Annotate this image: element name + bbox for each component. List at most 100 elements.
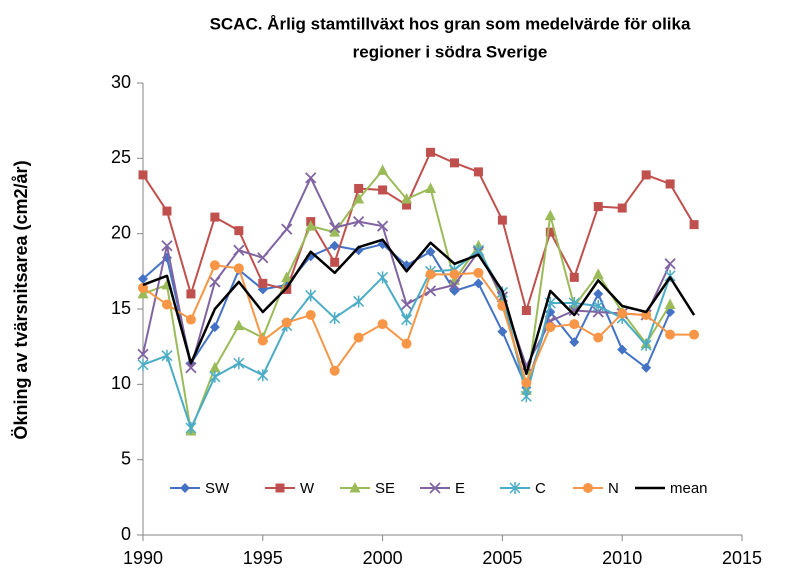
marker	[593, 202, 603, 212]
y-tick-label: 10	[111, 373, 131, 393]
marker	[138, 170, 148, 180]
marker	[349, 482, 361, 493]
marker	[275, 483, 285, 493]
marker	[473, 267, 484, 278]
marker	[617, 344, 628, 355]
marker	[137, 348, 149, 360]
chart-title: SCAC. Årlig stamtillväxt hos gran som me…	[210, 14, 691, 33]
marker	[664, 298, 676, 309]
marker	[185, 314, 196, 325]
marker	[568, 296, 580, 309]
marker	[353, 295, 365, 308]
y-axis-label: Ökning av tvärsnitsarea (cm2/år)	[11, 160, 31, 439]
legend-label: SW	[205, 480, 230, 497]
marker	[281, 317, 292, 328]
x-tick-label: 1995	[243, 548, 283, 568]
marker	[233, 357, 245, 370]
marker	[641, 170, 651, 180]
marker	[521, 377, 532, 388]
marker	[473, 167, 483, 177]
marker	[161, 349, 173, 362]
marker	[592, 268, 604, 279]
marker	[137, 358, 149, 371]
marker	[400, 298, 413, 311]
legend-label: mean	[670, 480, 708, 497]
series-line	[142, 238, 696, 376]
marker	[521, 306, 531, 316]
marker	[429, 482, 441, 494]
marker	[665, 329, 676, 340]
x-tick-label: 2010	[602, 548, 642, 568]
marker	[354, 183, 364, 193]
marker	[234, 226, 244, 236]
marker	[377, 319, 388, 330]
marker	[186, 289, 196, 299]
marker	[353, 193, 365, 204]
legend-label: SE	[375, 480, 395, 497]
marker	[257, 335, 268, 346]
marker	[305, 289, 317, 302]
marker	[401, 338, 412, 349]
marker	[138, 273, 148, 284]
y-tick-label: 15	[111, 298, 131, 318]
marker	[209, 276, 221, 288]
marker	[209, 370, 221, 383]
marker	[545, 227, 555, 237]
marker	[520, 384, 532, 395]
marker	[401, 313, 413, 326]
marker	[569, 272, 579, 282]
marker	[257, 252, 269, 264]
marker	[305, 172, 317, 184]
marker	[258, 278, 268, 288]
marker	[473, 278, 484, 289]
marker	[161, 299, 172, 310]
marker	[592, 299, 604, 312]
marker	[233, 263, 244, 274]
marker	[665, 179, 675, 189]
y-tick-label: 20	[111, 222, 131, 242]
marker	[509, 482, 521, 494]
marker	[377, 271, 389, 284]
x-tick-label: 2015	[722, 548, 762, 568]
marker	[545, 322, 556, 333]
marker	[353, 215, 365, 228]
y-tick-label: 25	[111, 147, 131, 167]
marker	[617, 203, 627, 213]
marker	[583, 483, 593, 493]
marker	[329, 222, 341, 234]
marker	[425, 182, 437, 193]
marker	[138, 282, 148, 293]
marker	[641, 362, 652, 373]
legend-label: E	[455, 480, 465, 497]
marker	[233, 244, 245, 256]
marker	[593, 288, 604, 299]
marker	[569, 319, 580, 330]
marker	[376, 220, 389, 232]
y-tick-label: 30	[111, 72, 131, 92]
series-line	[142, 151, 695, 312]
marker	[137, 287, 149, 299]
marker	[426, 147, 436, 157]
marker	[424, 285, 437, 297]
marker	[401, 193, 413, 204]
marker	[425, 269, 436, 280]
marker	[377, 164, 389, 175]
marker	[281, 223, 293, 235]
y-tick-label: 0	[121, 524, 131, 544]
marker	[329, 312, 341, 325]
marker	[689, 329, 700, 340]
marker	[210, 212, 220, 222]
marker	[497, 326, 508, 337]
chart-title: regioner i södra Sverige	[353, 42, 548, 61]
marker	[378, 185, 388, 195]
marker	[185, 422, 197, 435]
marker	[449, 269, 460, 280]
marker	[329, 365, 340, 376]
marker	[497, 215, 507, 225]
marker	[402, 200, 412, 210]
marker	[209, 260, 220, 271]
marker	[689, 220, 699, 230]
marker	[640, 339, 652, 352]
marker	[448, 279, 461, 291]
